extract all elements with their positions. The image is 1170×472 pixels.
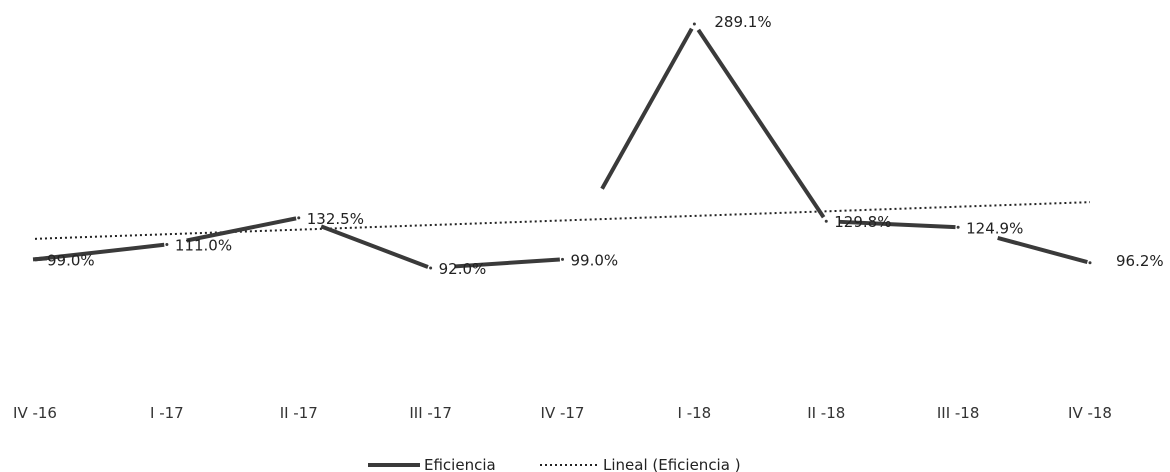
x-tick-label: III -18 <box>937 404 980 422</box>
series-line-segment <box>600 27 694 190</box>
x-tick-label: III -17 <box>409 404 452 422</box>
data-point <box>824 219 828 223</box>
legend-series-label: Eficiencia <box>424 456 496 472</box>
series-layer <box>32 22 1092 270</box>
data-point <box>1088 261 1092 265</box>
data-label: 99.0% <box>47 251 95 269</box>
x-tick-label: IV -16 <box>13 404 57 422</box>
data-label: 92.0% <box>439 260 487 278</box>
x-tick-label: II -17 <box>280 404 318 422</box>
data-point <box>561 257 564 261</box>
data-labels: 99.0% 111.0% 132.5% 92.0% 99.0% 289.1% 129.8% 1… <box>47 13 1164 278</box>
x-tick-label: IV -17 <box>541 404 585 422</box>
legend: Eficiencia Lineal (Eficiencia ) <box>368 456 741 472</box>
series-line-segment <box>186 216 297 243</box>
x-axis-ticks: IV -16 I -17 II -17 III -17 IV -17 I -18 II -1… <box>13 404 1112 422</box>
x-tick-label: I -17 <box>150 404 184 422</box>
x-tick-label: II -18 <box>807 404 845 422</box>
data-label: 99.0% <box>571 251 619 269</box>
data-label: 124.9% <box>966 219 1023 237</box>
data-label: 129.8% <box>834 213 891 231</box>
data-label: 132.5% <box>307 210 364 228</box>
data-point <box>956 225 960 229</box>
trendline <box>34 201 1091 240</box>
legend-trend-label: Lineal (Eficiencia ) <box>603 456 741 472</box>
data-label: 289.1% <box>714 13 771 31</box>
series-line-segment <box>34 242 165 262</box>
series-line-segment <box>839 219 956 230</box>
data-label: 96.2% <box>1116 252 1164 270</box>
data-label: 111.0% <box>175 236 232 254</box>
data-point <box>297 216 301 220</box>
data-point <box>692 22 696 26</box>
x-tick-label: IV -18 <box>1068 404 1112 422</box>
data-point <box>165 242 169 246</box>
x-tick-label: I -18 <box>678 404 712 422</box>
series-line-segment <box>454 257 560 269</box>
trendline-layer <box>34 201 1091 240</box>
series-line-segment <box>696 28 826 219</box>
data-point <box>33 257 37 261</box>
series-line-segment <box>997 235 1088 265</box>
series-line-segment <box>320 224 429 269</box>
data-point <box>429 266 433 270</box>
